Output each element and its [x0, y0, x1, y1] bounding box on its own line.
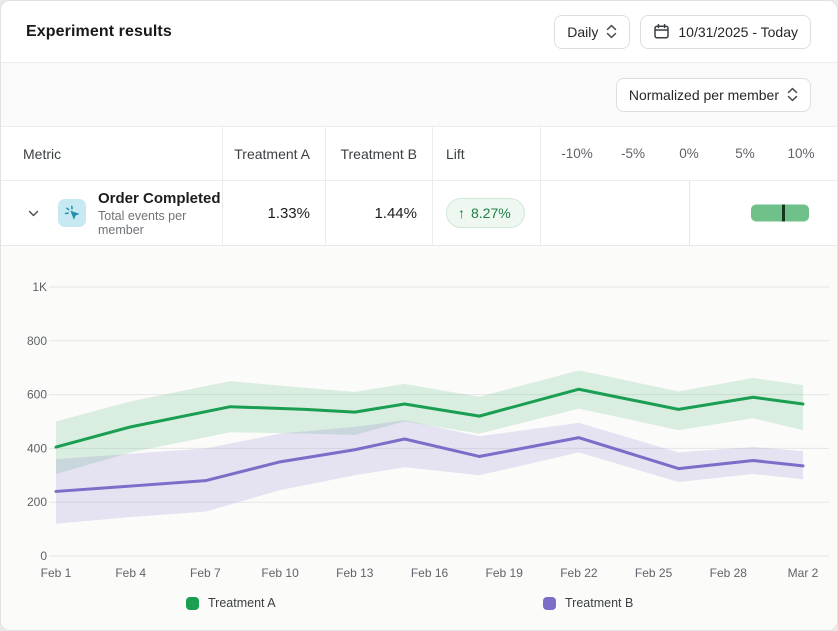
date-range-picker[interactable]: 10/31/2025 - Today — [640, 14, 811, 49]
updown-chevrons-icon — [606, 24, 617, 39]
lift-value: 8.27% — [471, 205, 511, 221]
lift-scale-axis: -10% -5% 0% 5% 10% — [541, 146, 837, 161]
legend-label: Treatment A — [208, 596, 276, 610]
svg-text:Feb 1: Feb 1 — [41, 566, 72, 580]
calendar-icon — [653, 23, 670, 40]
lift-badge: ↑ 8.27% — [446, 198, 525, 228]
date-range-value: 10/31/2025 - Today — [678, 23, 798, 40]
topbar: Experiment results Daily 10/31/2025 - To… — [1, 1, 837, 63]
column-header-metric: Metric — [23, 145, 62, 162]
lift-confidence-bar[interactable] — [750, 204, 809, 222]
svg-text:Feb 16: Feb 16 — [411, 566, 449, 580]
svg-text:Feb 25: Feb 25 — [635, 566, 673, 580]
svg-text:Feb 13: Feb 13 — [336, 566, 374, 580]
subbar: Normalized per member — [1, 63, 837, 127]
normalization-value: Normalized per member — [628, 86, 779, 103]
zero-axis-line — [689, 181, 690, 245]
chart-section: 0 200 400 600 800 1K Feb 1 Feb 4 Feb 7 Feb 10 Feb … — [1, 246, 837, 630]
svg-text:Feb 10: Feb 10 — [261, 566, 299, 580]
table-row-order-completed: Order Completed Total events per member … — [1, 181, 837, 246]
svg-text:Feb 4: Feb 4 — [115, 566, 146, 580]
scale-tick-label: 0% — [679, 146, 699, 161]
arrow-up-icon: ↑ — [458, 205, 465, 221]
svg-text:800: 800 — [27, 334, 47, 348]
column-header-lift: Lift — [446, 145, 465, 162]
metric-name[interactable]: Order Completed — [98, 189, 221, 207]
svg-text:200: 200 — [27, 495, 47, 509]
svg-text:600: 600 — [27, 388, 47, 402]
metric-subtitle: Total events per member — [98, 208, 187, 237]
treatment-b-swatch-icon — [543, 596, 556, 610]
treatment-a-value: 1.33% — [267, 204, 310, 222]
treatment-b-value: 1.44% — [374, 204, 417, 222]
experiment-chart[interactable]: 0 200 400 600 800 1K Feb 1 Feb 4 Feb 7 Feb 10 Feb … — [1, 246, 838, 591]
legend-label: Treatment B — [565, 596, 634, 610]
treatment-a-swatch-icon — [186, 596, 199, 610]
lift-mean-marker — [781, 204, 785, 222]
granularity-value: Daily — [567, 23, 599, 40]
scale-tick-label: -5% — [620, 146, 645, 161]
column-header-treatment-b: Treatment B — [340, 145, 417, 162]
lift-confidence-cell — [541, 181, 837, 245]
svg-text:0: 0 — [40, 549, 47, 563]
scale-tick-label: -10% — [561, 146, 593, 161]
metrics-table-header: Metric Treatment A Treatment B Lift -10%… — [1, 127, 837, 181]
svg-text:1K: 1K — [32, 280, 47, 294]
legend-item-treatment-b[interactable]: Treatment B — [543, 596, 633, 610]
svg-text:Feb 7: Feb 7 — [190, 566, 221, 580]
scale-tick-label: 5% — [735, 146, 755, 161]
tap-event-icon — [58, 199, 86, 227]
chart-legend: Treatment A Treatment B — [1, 596, 837, 616]
page-title: Experiment results — [26, 22, 172, 40]
scale-tick-label: 10% — [787, 146, 815, 161]
svg-text:Feb 28: Feb 28 — [710, 566, 748, 580]
legend-item-treatment-a[interactable]: Treatment A — [186, 596, 276, 610]
topbar-controls: Daily 10/31/2025 - Today — [554, 14, 811, 49]
svg-text:Mar 2: Mar 2 — [788, 566, 819, 580]
svg-text:400: 400 — [27, 441, 47, 455]
normalization-select[interactable]: Normalized per member — [615, 77, 811, 112]
granularity-select[interactable]: Daily — [554, 14, 631, 49]
svg-text:Feb 19: Feb 19 — [486, 566, 524, 580]
chevron-down-icon — [27, 207, 40, 220]
updown-chevrons-icon — [787, 87, 798, 102]
column-header-treatment-a: Treatment A — [234, 145, 310, 162]
expand-row-button[interactable] — [23, 203, 44, 224]
svg-text:Feb 22: Feb 22 — [560, 566, 598, 580]
